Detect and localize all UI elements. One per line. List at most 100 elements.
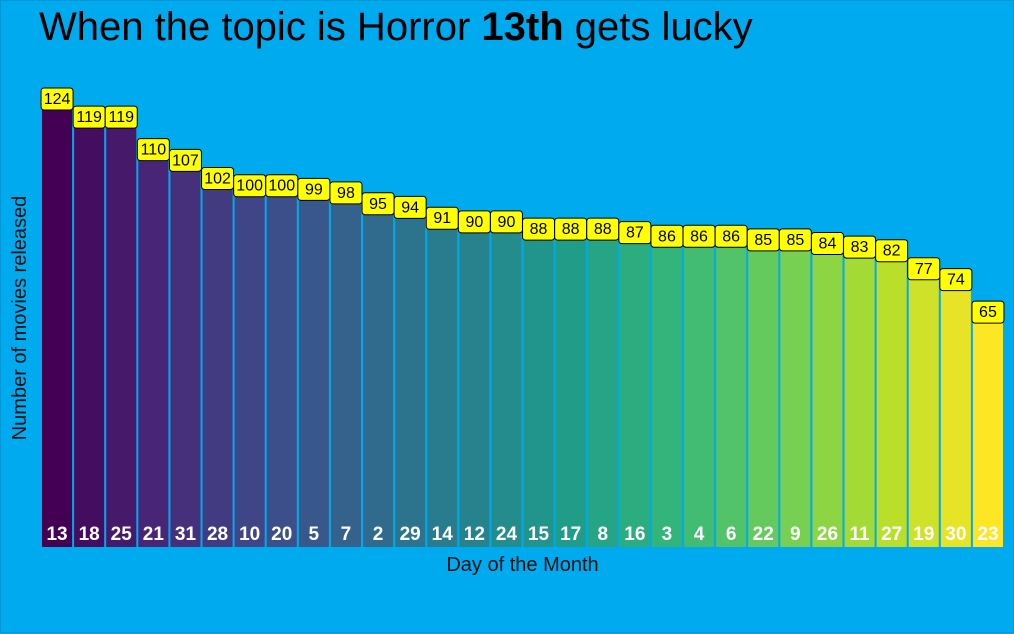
x-tick-label: 4 — [694, 524, 705, 545]
value-label: 83 — [851, 239, 869, 256]
x-tick-label: 19 — [913, 524, 934, 545]
x-tick-label: 25 — [111, 524, 133, 545]
y-axis-title: Number of movies released — [9, 196, 31, 441]
x-tick-label: 6 — [726, 524, 737, 545]
value-label: 102 — [204, 170, 231, 187]
bar-day-3 — [651, 236, 682, 547]
x-tick-label: 18 — [79, 524, 100, 545]
bar-day-2 — [363, 203, 394, 547]
bar-day-5 — [298, 189, 329, 548]
bar-day-31 — [170, 160, 201, 547]
x-tick-label: 15 — [528, 524, 550, 545]
bar-day-17 — [555, 229, 586, 547]
value-label: 86 — [690, 228, 708, 245]
bar-day-9 — [780, 239, 811, 547]
value-label: 100 — [268, 178, 295, 195]
x-tick-label: 5 — [309, 524, 320, 545]
bar-day-16 — [619, 232, 650, 547]
x-tick-label: 8 — [597, 524, 608, 545]
x-tick-label: 20 — [271, 524, 292, 545]
value-label: 84 — [819, 236, 837, 253]
bar-day-10 — [234, 185, 265, 548]
x-tick-label: 28 — [207, 524, 228, 545]
x-tick-label: 27 — [881, 524, 902, 545]
bar-day-14 — [427, 218, 458, 547]
value-label: 119 — [76, 109, 102, 126]
bar-day-23 — [972, 312, 1003, 547]
bar-day-28 — [202, 178, 233, 547]
value-label-box — [907, 257, 941, 281]
bar-day-27 — [876, 250, 907, 547]
bar-day-20 — [266, 185, 297, 548]
value-label: 98 — [337, 185, 355, 202]
bar-day-19 — [908, 268, 939, 547]
bar-day-8 — [587, 229, 618, 547]
bar-day-29 — [395, 207, 426, 548]
value-labels: 124 119 119 110 107 102 100 100 99 98 95 94 91 90 90 88… — [40, 87, 1005, 324]
value-label: 87 — [626, 225, 644, 242]
value-label: 85 — [786, 232, 804, 249]
bar-day-26 — [812, 243, 843, 548]
value-label: 100 — [236, 178, 263, 195]
value-label: 91 — [433, 210, 451, 227]
x-tick-label: 2 — [373, 524, 384, 545]
value-label: 110 — [141, 142, 167, 159]
x-tick-label: 21 — [143, 524, 165, 545]
value-label: 88 — [562, 221, 580, 238]
x-tick-label: 17 — [560, 524, 581, 545]
x-tick-label: 11 — [850, 524, 871, 545]
value-label-box — [939, 268, 973, 292]
x-tick-label: 30 — [945, 524, 966, 545]
chart-title: When the topic is Horror 13th gets lucky — [39, 5, 753, 50]
bar-day-25 — [106, 117, 137, 547]
chart-title-emphasis: 13th — [481, 5, 564, 49]
x-tick-label: 31 — [175, 524, 197, 545]
category-labels: 13 18 25 21 31 28 10 20 5 7 2 29 14 12 24 15 17 8 16 3 4 6 22 9… — [46, 524, 998, 545]
bar-day-12 — [459, 221, 490, 547]
x-tick-label: 10 — [239, 524, 260, 545]
value-label: 124 — [44, 91, 71, 108]
value-label-box — [393, 195, 427, 219]
x-tick-label: 29 — [400, 524, 421, 545]
bar-day-22 — [748, 239, 779, 547]
value-label: 88 — [594, 221, 612, 238]
value-label-box — [136, 138, 170, 162]
x-tick-label: 24 — [496, 524, 518, 545]
value-label-box — [875, 239, 909, 263]
x-axis-title: Day of the Month — [446, 554, 598, 576]
value-label: 77 — [915, 261, 933, 278]
x-tick-label: 26 — [817, 524, 838, 545]
value-label-box — [168, 148, 202, 172]
bar-day-11 — [844, 247, 875, 547]
value-label: 88 — [530, 221, 548, 238]
x-tick-label: 14 — [432, 524, 454, 545]
x-tick-label: 22 — [753, 524, 774, 545]
value-label: 95 — [369, 196, 387, 213]
value-label: 90 — [498, 214, 516, 231]
value-label: 99 — [305, 181, 323, 198]
bar-day-21 — [138, 149, 169, 548]
value-label: 74 — [947, 272, 965, 289]
value-label: 85 — [754, 232, 772, 249]
x-tick-label: 3 — [662, 524, 673, 545]
x-tick-label: 16 — [624, 524, 645, 545]
value-label-box — [40, 87, 74, 111]
bar-day-18 — [74, 117, 105, 547]
value-label-box — [104, 105, 138, 129]
bars — [42, 99, 1003, 548]
chart-title-suffix: gets lucky — [563, 5, 753, 49]
bar-day-4 — [684, 236, 715, 547]
value-label: 82 — [883, 243, 901, 260]
value-label-box — [329, 181, 363, 205]
bar-day-15 — [523, 229, 554, 547]
x-tick-label: 13 — [46, 524, 67, 545]
x-tick-label: 7 — [341, 524, 352, 545]
value-label: 86 — [658, 228, 676, 245]
chart-title-prefix: When the topic is Horror — [39, 5, 482, 49]
value-label-box — [971, 300, 1005, 324]
bar-day-6 — [716, 236, 747, 547]
value-label: 86 — [722, 228, 740, 245]
value-label: 94 — [401, 199, 419, 216]
